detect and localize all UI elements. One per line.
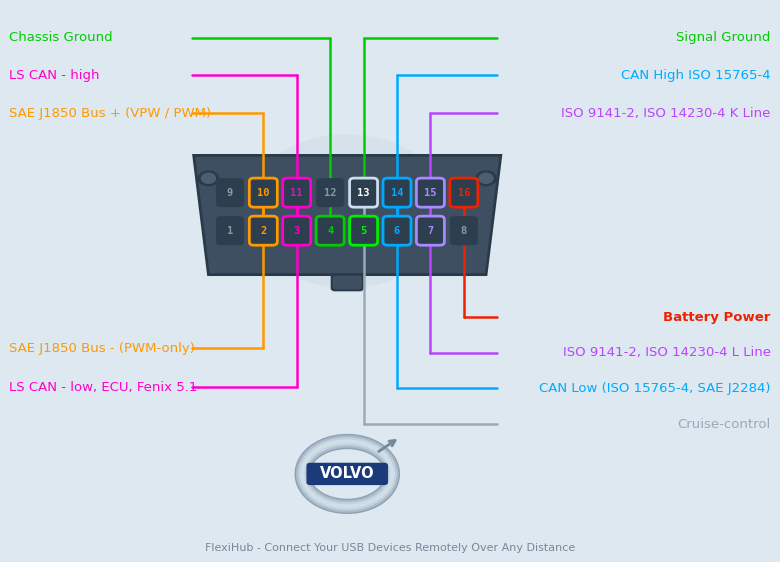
FancyBboxPatch shape xyxy=(349,178,378,207)
Text: ISO 9141-2, ISO 14230-4 K Line: ISO 9141-2, ISO 14230-4 K Line xyxy=(562,107,771,120)
Text: 9: 9 xyxy=(227,188,233,198)
Text: Cruise-control: Cruise-control xyxy=(678,418,771,430)
FancyBboxPatch shape xyxy=(250,178,278,207)
FancyBboxPatch shape xyxy=(383,178,411,207)
Text: 5: 5 xyxy=(360,226,367,235)
FancyBboxPatch shape xyxy=(216,178,244,207)
Text: 10: 10 xyxy=(257,188,270,198)
Text: CAN High ISO 15765-4: CAN High ISO 15765-4 xyxy=(621,69,771,81)
Text: 16: 16 xyxy=(458,188,470,198)
Text: 15: 15 xyxy=(424,188,437,198)
Text: SAE J1850 Bus - (PWM-only): SAE J1850 Bus - (PWM-only) xyxy=(9,342,195,355)
Polygon shape xyxy=(193,156,501,275)
Text: LS CAN - low, ECU, Fenix 5.1: LS CAN - low, ECU, Fenix 5.1 xyxy=(9,380,197,394)
Text: ISO 9141-2, ISO 14230-4 L Line: ISO 9141-2, ISO 14230-4 L Line xyxy=(563,346,771,359)
FancyBboxPatch shape xyxy=(316,216,344,245)
FancyBboxPatch shape xyxy=(216,216,244,245)
Text: 11: 11 xyxy=(290,188,303,198)
Circle shape xyxy=(476,171,496,185)
Text: 6: 6 xyxy=(394,226,400,235)
Text: 13: 13 xyxy=(357,188,370,198)
Circle shape xyxy=(201,173,215,183)
Text: 3: 3 xyxy=(293,226,300,235)
Text: CAN Low (ISO 15765-4, SAE J2284): CAN Low (ISO 15765-4, SAE J2284) xyxy=(539,382,771,395)
FancyBboxPatch shape xyxy=(332,275,363,291)
Text: Battery Power: Battery Power xyxy=(664,311,771,324)
FancyBboxPatch shape xyxy=(417,178,445,207)
Text: 7: 7 xyxy=(427,226,434,235)
Circle shape xyxy=(198,171,218,185)
FancyBboxPatch shape xyxy=(282,178,310,207)
FancyBboxPatch shape xyxy=(250,216,278,245)
FancyBboxPatch shape xyxy=(450,178,478,207)
Text: FlexiHub - Connect Your USB Devices Remotely Over Any Distance: FlexiHub - Connect Your USB Devices Remo… xyxy=(205,543,575,554)
Text: Chassis Ground: Chassis Ground xyxy=(9,31,113,44)
Text: 1: 1 xyxy=(227,226,233,235)
FancyBboxPatch shape xyxy=(349,216,378,245)
FancyBboxPatch shape xyxy=(316,178,344,207)
Text: VOLVO: VOLVO xyxy=(320,466,374,482)
Text: 8: 8 xyxy=(461,226,467,235)
Circle shape xyxy=(479,173,493,183)
Text: 4: 4 xyxy=(327,226,333,235)
Text: 12: 12 xyxy=(324,188,336,198)
Text: Signal Ground: Signal Ground xyxy=(676,31,771,44)
Text: 2: 2 xyxy=(261,226,267,235)
Text: 14: 14 xyxy=(391,188,403,198)
FancyBboxPatch shape xyxy=(450,216,478,245)
FancyBboxPatch shape xyxy=(417,216,445,245)
FancyBboxPatch shape xyxy=(282,216,310,245)
FancyBboxPatch shape xyxy=(383,216,411,245)
Text: SAE J1850 Bus + (VPW / PWM): SAE J1850 Bus + (VPW / PWM) xyxy=(9,107,211,120)
FancyBboxPatch shape xyxy=(307,463,388,485)
Text: LS CAN - high: LS CAN - high xyxy=(9,69,100,81)
